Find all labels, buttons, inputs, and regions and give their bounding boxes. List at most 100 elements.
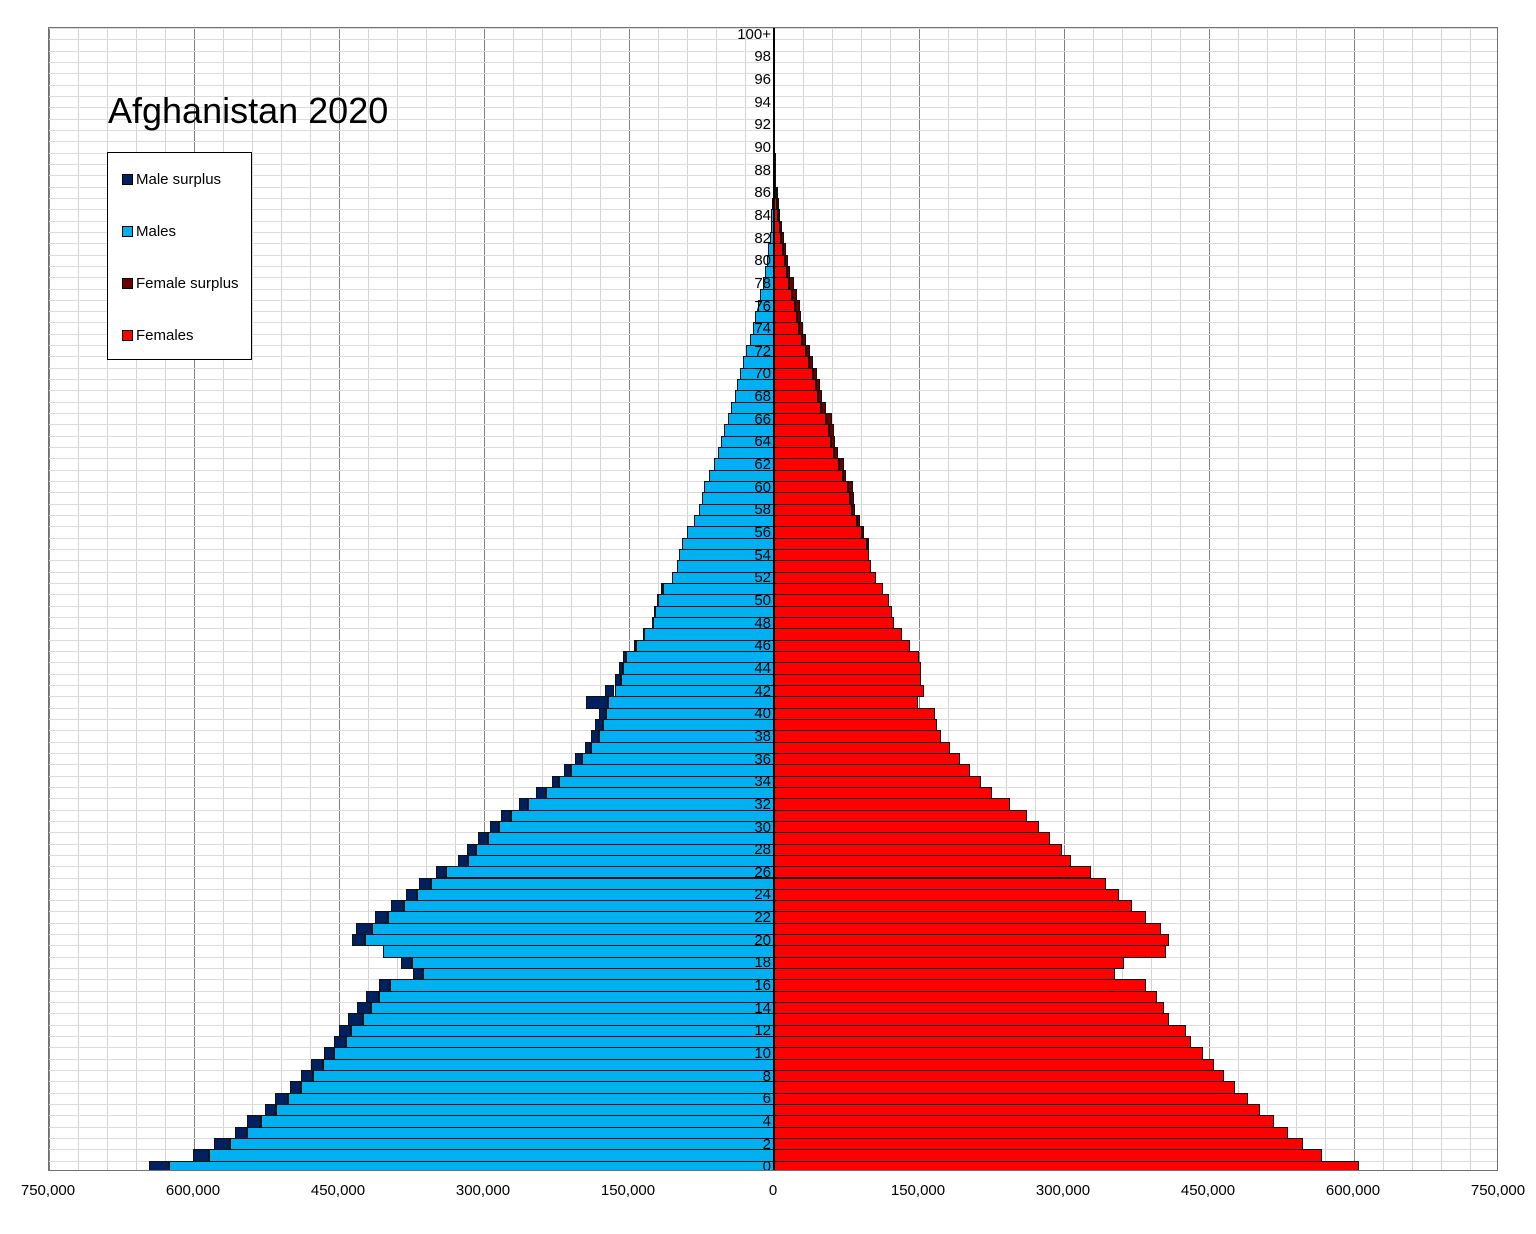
age-label: 52 (754, 569, 771, 587)
legend-item-female-surplus: Female surplus (122, 275, 239, 292)
minor-gridline (1325, 28, 1326, 1170)
male-surplus-bar (356, 922, 372, 936)
male-surplus-bar (378, 979, 391, 992)
female-bar (774, 1138, 1303, 1151)
female-surplus-bar (826, 413, 832, 426)
male-surplus-bar (642, 628, 645, 641)
chart-title: Afghanistan 2020 (108, 90, 389, 131)
male-surplus-bar (657, 594, 660, 607)
male-bar (229, 1138, 774, 1151)
female-bar (774, 888, 1120, 902)
minor-gridline (252, 28, 253, 1170)
male-surplus-bar (551, 775, 560, 788)
legend-item-females: Females (122, 327, 194, 344)
male-surplus-bar (604, 684, 615, 698)
male-bar (322, 1058, 774, 1072)
female-surplus-bar (842, 469, 847, 483)
male-surplus-bar (310, 1058, 323, 1072)
male-surplus-bar (623, 650, 627, 664)
major-gridline (194, 28, 195, 1170)
female-surplus-bar (831, 435, 835, 449)
age-label: 44 (754, 659, 771, 677)
age-label: 92 (754, 116, 771, 134)
male-surplus-bar (652, 616, 655, 630)
female-surplus-bar (817, 390, 823, 403)
age-label: 82 (754, 229, 771, 247)
female-bar (774, 458, 839, 471)
plot-area: 0 2 4 6 8 10 12 14 16 18 20 22 24 26 28 30 32 34 36 38 40 42 4… (48, 27, 1498, 1171)
age-label: 28 (754, 841, 771, 859)
age-label: 6 (762, 1090, 771, 1108)
minor-gridline (1151, 28, 1152, 1170)
age-label: 24 (754, 886, 771, 904)
age-label: 98 (754, 48, 771, 66)
minor-gridline (368, 28, 369, 1170)
male-surplus-bar (457, 854, 468, 868)
female-bar (774, 684, 924, 698)
legend-swatch-female-surplus-icon (122, 278, 133, 289)
female-bar (774, 435, 832, 449)
female-bar (774, 537, 867, 550)
minor-gridline (1093, 28, 1094, 1170)
female-bar (774, 503, 853, 517)
age-label: 18 (754, 954, 771, 972)
age-label: 46 (754, 637, 771, 655)
female-bar (774, 515, 858, 528)
minor-gridline (397, 28, 398, 1170)
female-bar (774, 764, 971, 777)
legend-item-males: Males (122, 223, 176, 240)
legend-item-male-surplus: Male surplus (122, 171, 221, 188)
age-label: 40 (754, 705, 771, 723)
female-surplus-bar (777, 197, 780, 211)
female-bar (774, 752, 960, 766)
male-bar (334, 1047, 774, 1060)
female-bar (774, 775, 981, 788)
major-gridline (339, 28, 340, 1170)
minor-gridline (310, 28, 311, 1170)
female-bar (774, 934, 1170, 947)
female-bar (774, 628, 902, 641)
female-surplus-bar (799, 322, 803, 335)
female-surplus-bar (829, 424, 834, 437)
male-surplus-bar (400, 956, 413, 970)
age-label: 100+ (737, 27, 771, 43)
female-bar (774, 854, 1071, 868)
female-bar (774, 413, 827, 426)
age-label: 76 (754, 297, 771, 315)
minor-gridline (542, 28, 543, 1170)
age-label: 62 (754, 456, 771, 474)
male-surplus-bar (478, 832, 488, 845)
female-surplus-bar (808, 356, 813, 369)
major-gridline (919, 28, 920, 1170)
female-surplus-bar (802, 333, 806, 347)
age-label: 54 (754, 546, 771, 564)
male-surplus-bar (347, 1013, 364, 1026)
female-surplus-bar (805, 345, 810, 358)
female-surplus-bar (815, 379, 821, 392)
male-surplus-bar (619, 662, 624, 675)
male-surplus-bar (374, 911, 389, 924)
minor-gridline (455, 28, 456, 1170)
minor-gridline (948, 28, 949, 1170)
male-surplus-bar (339, 1024, 351, 1038)
female-surplus-bar (795, 299, 801, 313)
minor-gridline (1180, 28, 1181, 1170)
male-surplus-bar (599, 707, 606, 720)
minor-gridline (1383, 28, 1384, 1170)
female-bar (774, 662, 921, 675)
age-label: 86 (754, 184, 771, 202)
age-label: 90 (754, 138, 771, 156)
male-surplus-bar (357, 1002, 371, 1015)
age-label: 2 (762, 1135, 771, 1153)
female-bar (774, 1058, 1214, 1072)
age-label: 70 (754, 365, 771, 383)
major-gridline (1354, 28, 1355, 1170)
female-bar (774, 866, 1092, 879)
male-bar (345, 1036, 774, 1049)
female-bar (774, 288, 793, 301)
female-bar (774, 979, 1147, 992)
female-bar (774, 1070, 1224, 1083)
female-bar (774, 379, 816, 392)
female-surplus-bar (861, 526, 864, 539)
male-surplus-bar (435, 866, 447, 879)
